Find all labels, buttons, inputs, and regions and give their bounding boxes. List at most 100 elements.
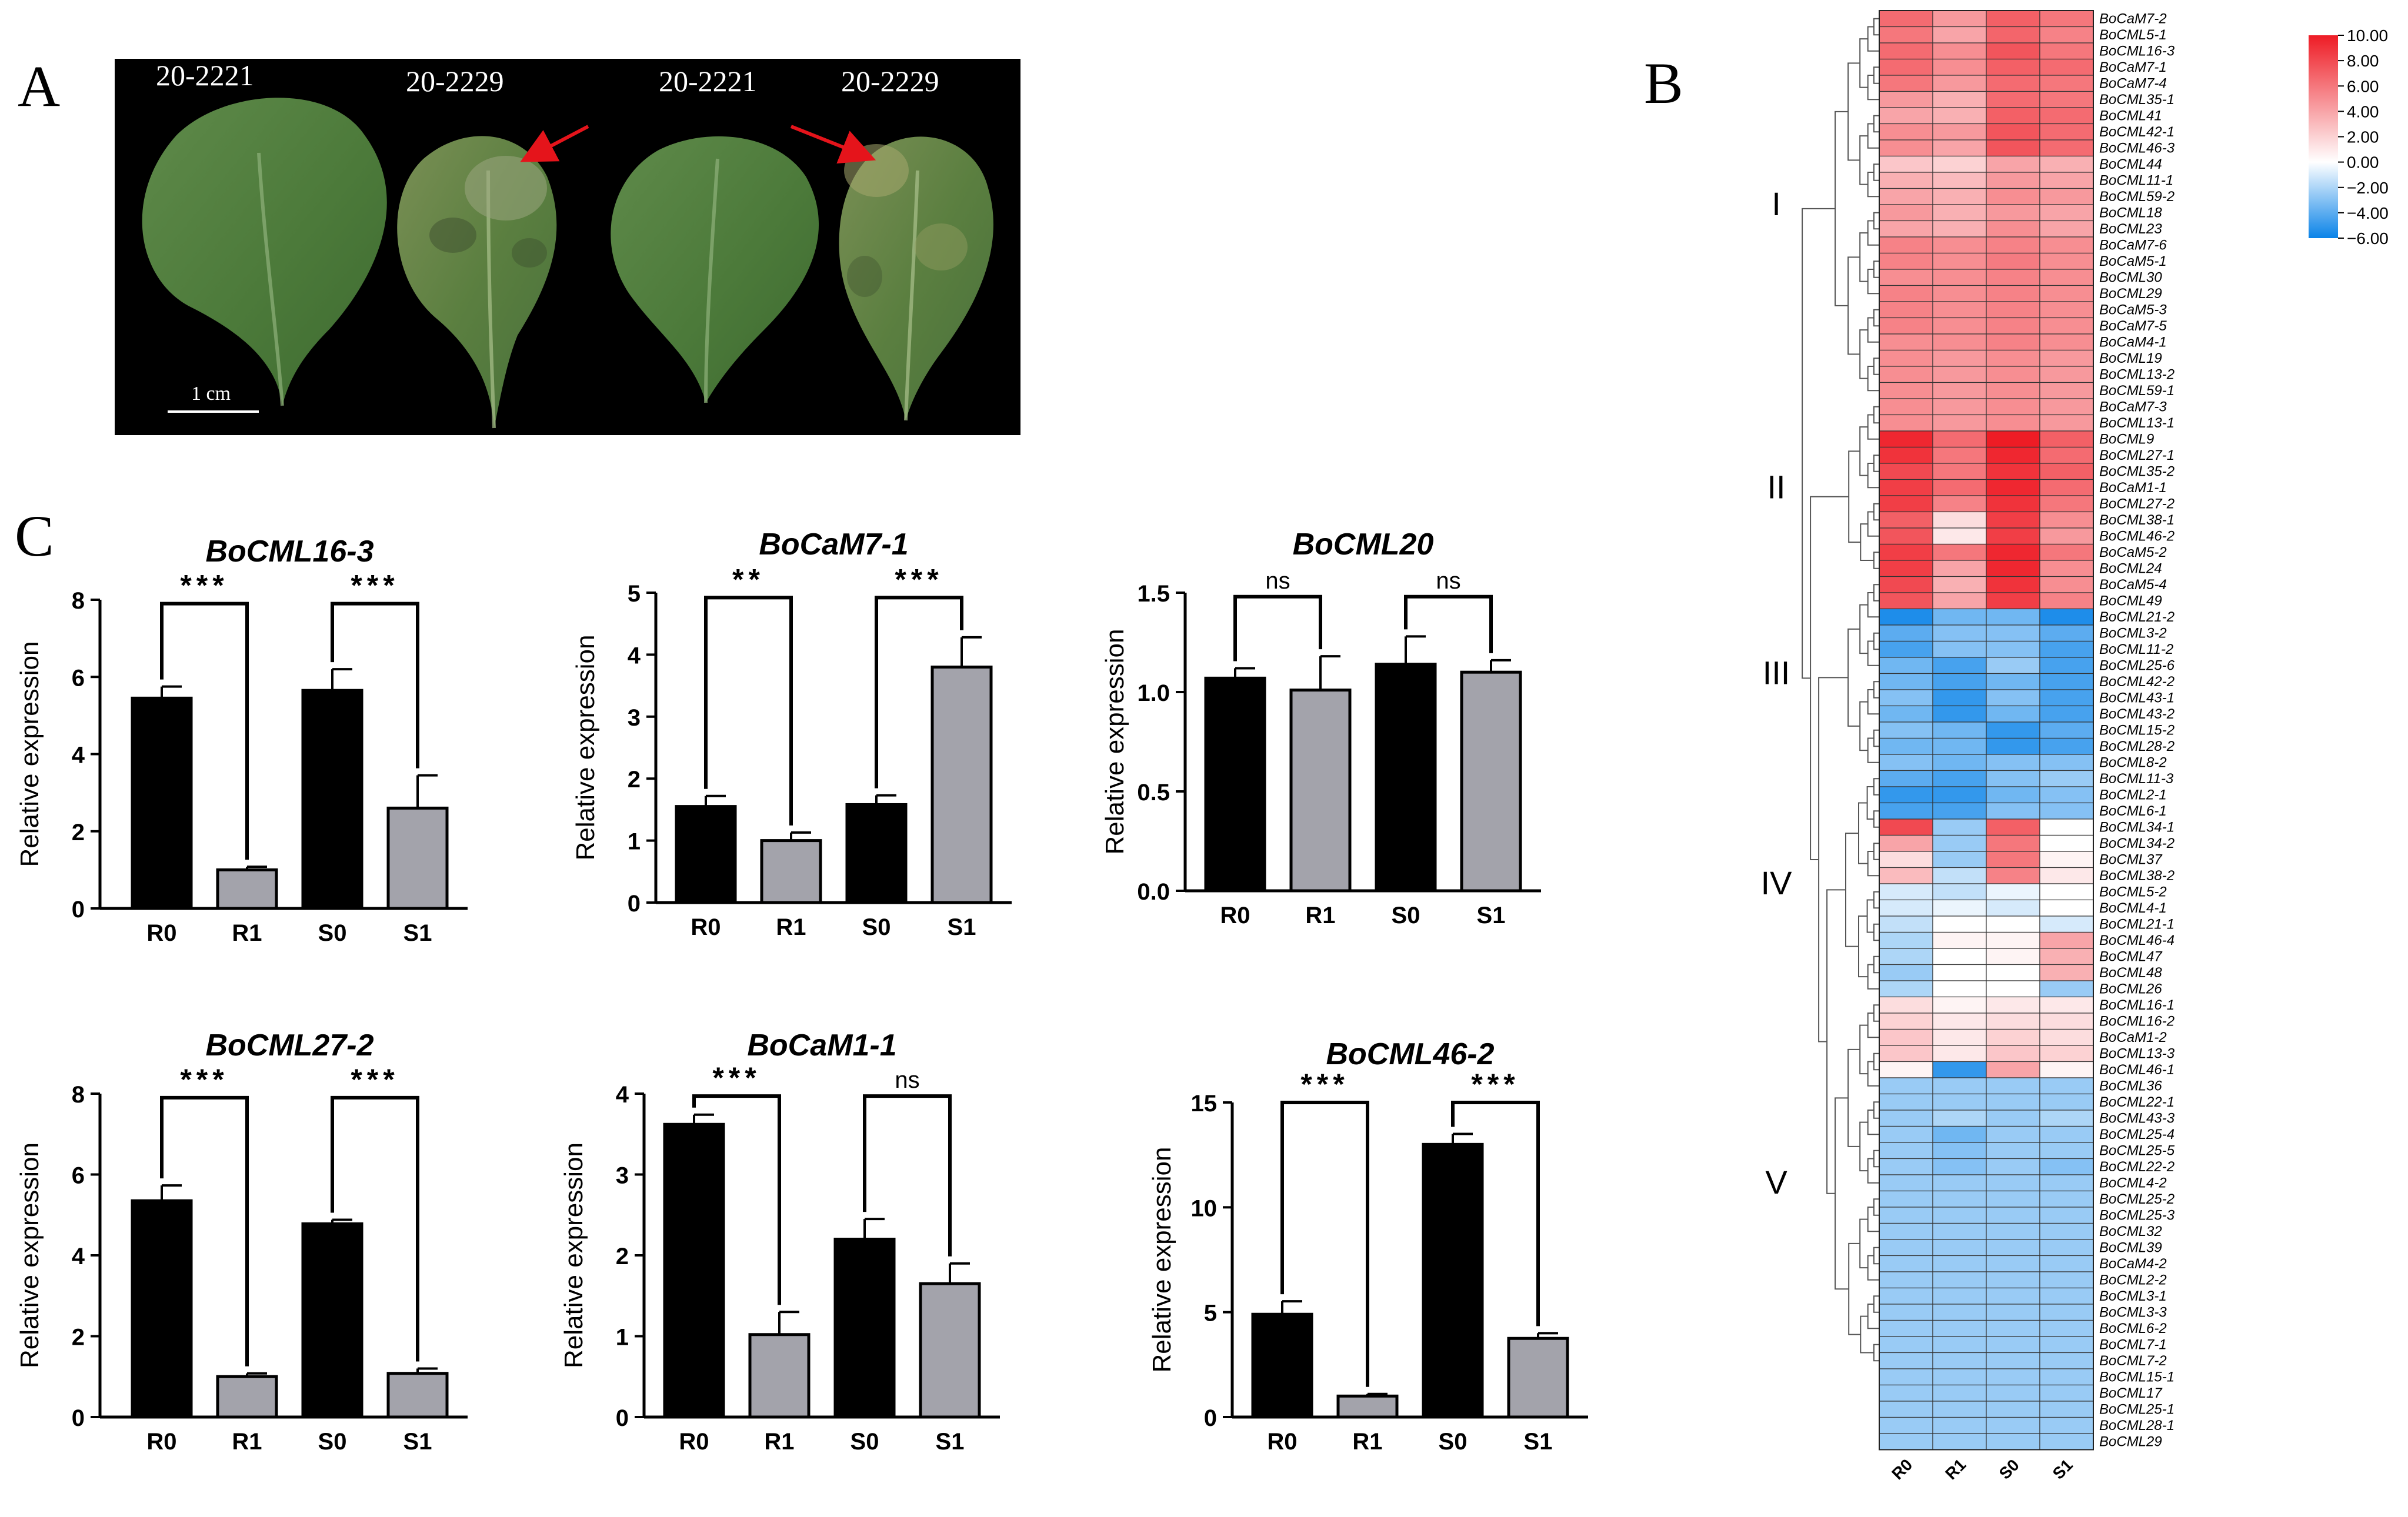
heatmap-cell — [1879, 657, 1933, 674]
significance-label: ** — [732, 563, 765, 596]
heatmap-cell — [1986, 1158, 2040, 1175]
heatmap-cell — [1879, 91, 1933, 108]
x-tick-label: R1 — [1352, 1429, 1382, 1455]
heatmap-cell — [2039, 705, 2094, 723]
heatmap-cell — [1932, 1239, 1987, 1257]
y-tick-label: 0 — [72, 897, 85, 923]
gene-label: BoCML8-2 — [2099, 754, 2167, 770]
heatmap-cell — [1986, 285, 2040, 302]
gene-label: BoCML23 — [2099, 221, 2162, 237]
heatmap-cell — [1986, 576, 2040, 593]
dendrogram-branch — [1873, 1101, 1879, 1119]
bar — [1289, 689, 1352, 893]
heatmap-cell — [1879, 1319, 1933, 1337]
heatmap-cell — [2039, 1028, 2094, 1046]
bar — [386, 806, 449, 910]
heatmap-cell — [1932, 139, 1987, 157]
heatmap-cell — [2039, 721, 2094, 739]
heatmap-cell — [1932, 786, 1987, 804]
heatmap-cell — [1932, 657, 1987, 674]
dendrogram-branch — [1873, 584, 1879, 602]
gene-label: BoCML3-1 — [2099, 1288, 2167, 1304]
heatmap-cell — [2039, 592, 2094, 610]
gene-label: BoCML42-1 — [2099, 124, 2174, 140]
heatmap-cell — [1932, 560, 1987, 577]
dendrogram-branch — [1873, 1052, 1879, 1071]
bar — [675, 805, 737, 904]
gene-label: BoCML3-3 — [2099, 1304, 2167, 1320]
heatmap-cell — [1932, 915, 1987, 933]
heatmap-cell — [1932, 1368, 1987, 1386]
gene-label: BoCML39 — [2099, 1239, 2162, 1255]
dendrogram-branch — [1873, 115, 1879, 133]
y-tick-label: 2 — [72, 1325, 85, 1351]
heatmap-cell — [1879, 382, 1933, 399]
bar-charts: BoCML16-3 0 2 4 6 8 Relative expression R0 R1 S0 S… — [15, 527, 1588, 1455]
gene-label: BoCML46-2 — [2099, 528, 2174, 544]
bar — [1336, 1394, 1399, 1419]
heatmap-cell — [1986, 1190, 2040, 1208]
heatmap-cell — [1932, 236, 1987, 254]
heatmap-cell — [2039, 1174, 2094, 1192]
heatmap-cell — [1932, 301, 1987, 319]
gene-label: BoCaM5-4 — [2099, 577, 2167, 593]
x-tick-label: R0 — [1267, 1429, 1297, 1455]
heatmap-cell — [2039, 737, 2094, 755]
heatmap-cell — [1879, 479, 1933, 496]
heatmap-cell — [1879, 317, 1933, 335]
heatmap-cell — [1986, 10, 2040, 28]
significance-bracket — [692, 1094, 781, 1305]
heatmap-cell — [1879, 10, 1933, 28]
x-tick-label: S1 — [1477, 903, 1506, 928]
heatmap-cell — [1986, 236, 2040, 254]
bar — [748, 1333, 811, 1419]
heatmap-cell — [1932, 931, 1987, 949]
x-tick-label: S1 — [403, 1429, 432, 1455]
heatmap-cell — [1986, 1416, 2040, 1434]
gene-label: BoCML35-2 — [2099, 463, 2174, 479]
heatmap-cell — [2039, 1271, 2094, 1289]
heatmap-cell — [1986, 640, 2040, 658]
y-tick-label: 5 — [1204, 1301, 1217, 1326]
heatmap-cell — [2039, 980, 2094, 998]
y-tick-label: 15 — [1191, 1091, 1218, 1117]
gene-label: BoCML29 — [2099, 1434, 2162, 1449]
heatmap-cell — [1879, 1368, 1933, 1386]
heatmap-cell — [2039, 1207, 2094, 1224]
heatmap-cell — [2039, 333, 2094, 351]
y-axis-label: Relative expression — [15, 1142, 44, 1368]
heatmap-cell — [1879, 1158, 1933, 1175]
heatmap-cell — [1932, 1142, 1987, 1160]
gene-label: BoCML7-2 — [2099, 1353, 2167, 1369]
heatmap-cell — [2039, 527, 2094, 545]
heatmap-cell — [1879, 123, 1933, 141]
heatmap-cell — [2039, 204, 2094, 222]
heatmap-cell — [1932, 608, 1987, 626]
gene-label: BoCML47 — [2099, 948, 2163, 964]
gene-label: BoCML25-2 — [2099, 1191, 2174, 1207]
scale-bar-label: 1 cm — [191, 383, 231, 405]
heatmap-cell — [1986, 252, 2040, 270]
heatmap-cell — [1932, 640, 1987, 658]
heatmap-cell — [1932, 75, 1987, 92]
heatmap-cell — [1932, 802, 1987, 820]
heatmap-cell — [1932, 883, 1987, 901]
y-tick-label: 4 — [628, 643, 641, 669]
gene-label: BoCML13-1 — [2099, 415, 2174, 431]
heatmap-cell — [1986, 689, 2040, 707]
heatmap-cell — [1879, 1271, 1933, 1289]
significance-label: *** — [1471, 1068, 1519, 1101]
heatmap-cell — [1932, 689, 1987, 707]
heatmap-cell — [1986, 592, 2040, 610]
heatmap-cell — [1879, 236, 1933, 254]
heatmap-cell — [1986, 269, 2040, 286]
color-scale-label: 0.00 — [2347, 153, 2379, 172]
dendrogram-branch — [1848, 1242, 1861, 1335]
heatmap-cell — [2039, 867, 2094, 884]
dendrogram-branch — [1866, 786, 1874, 820]
heatmap-cell — [1986, 204, 2040, 222]
dendrogram-branch — [1847, 256, 1860, 355]
heatmap-cell — [2039, 382, 2094, 399]
heatmap-cell — [2039, 1384, 2094, 1402]
gene-label: BoCaM7-6 — [2099, 237, 2167, 253]
